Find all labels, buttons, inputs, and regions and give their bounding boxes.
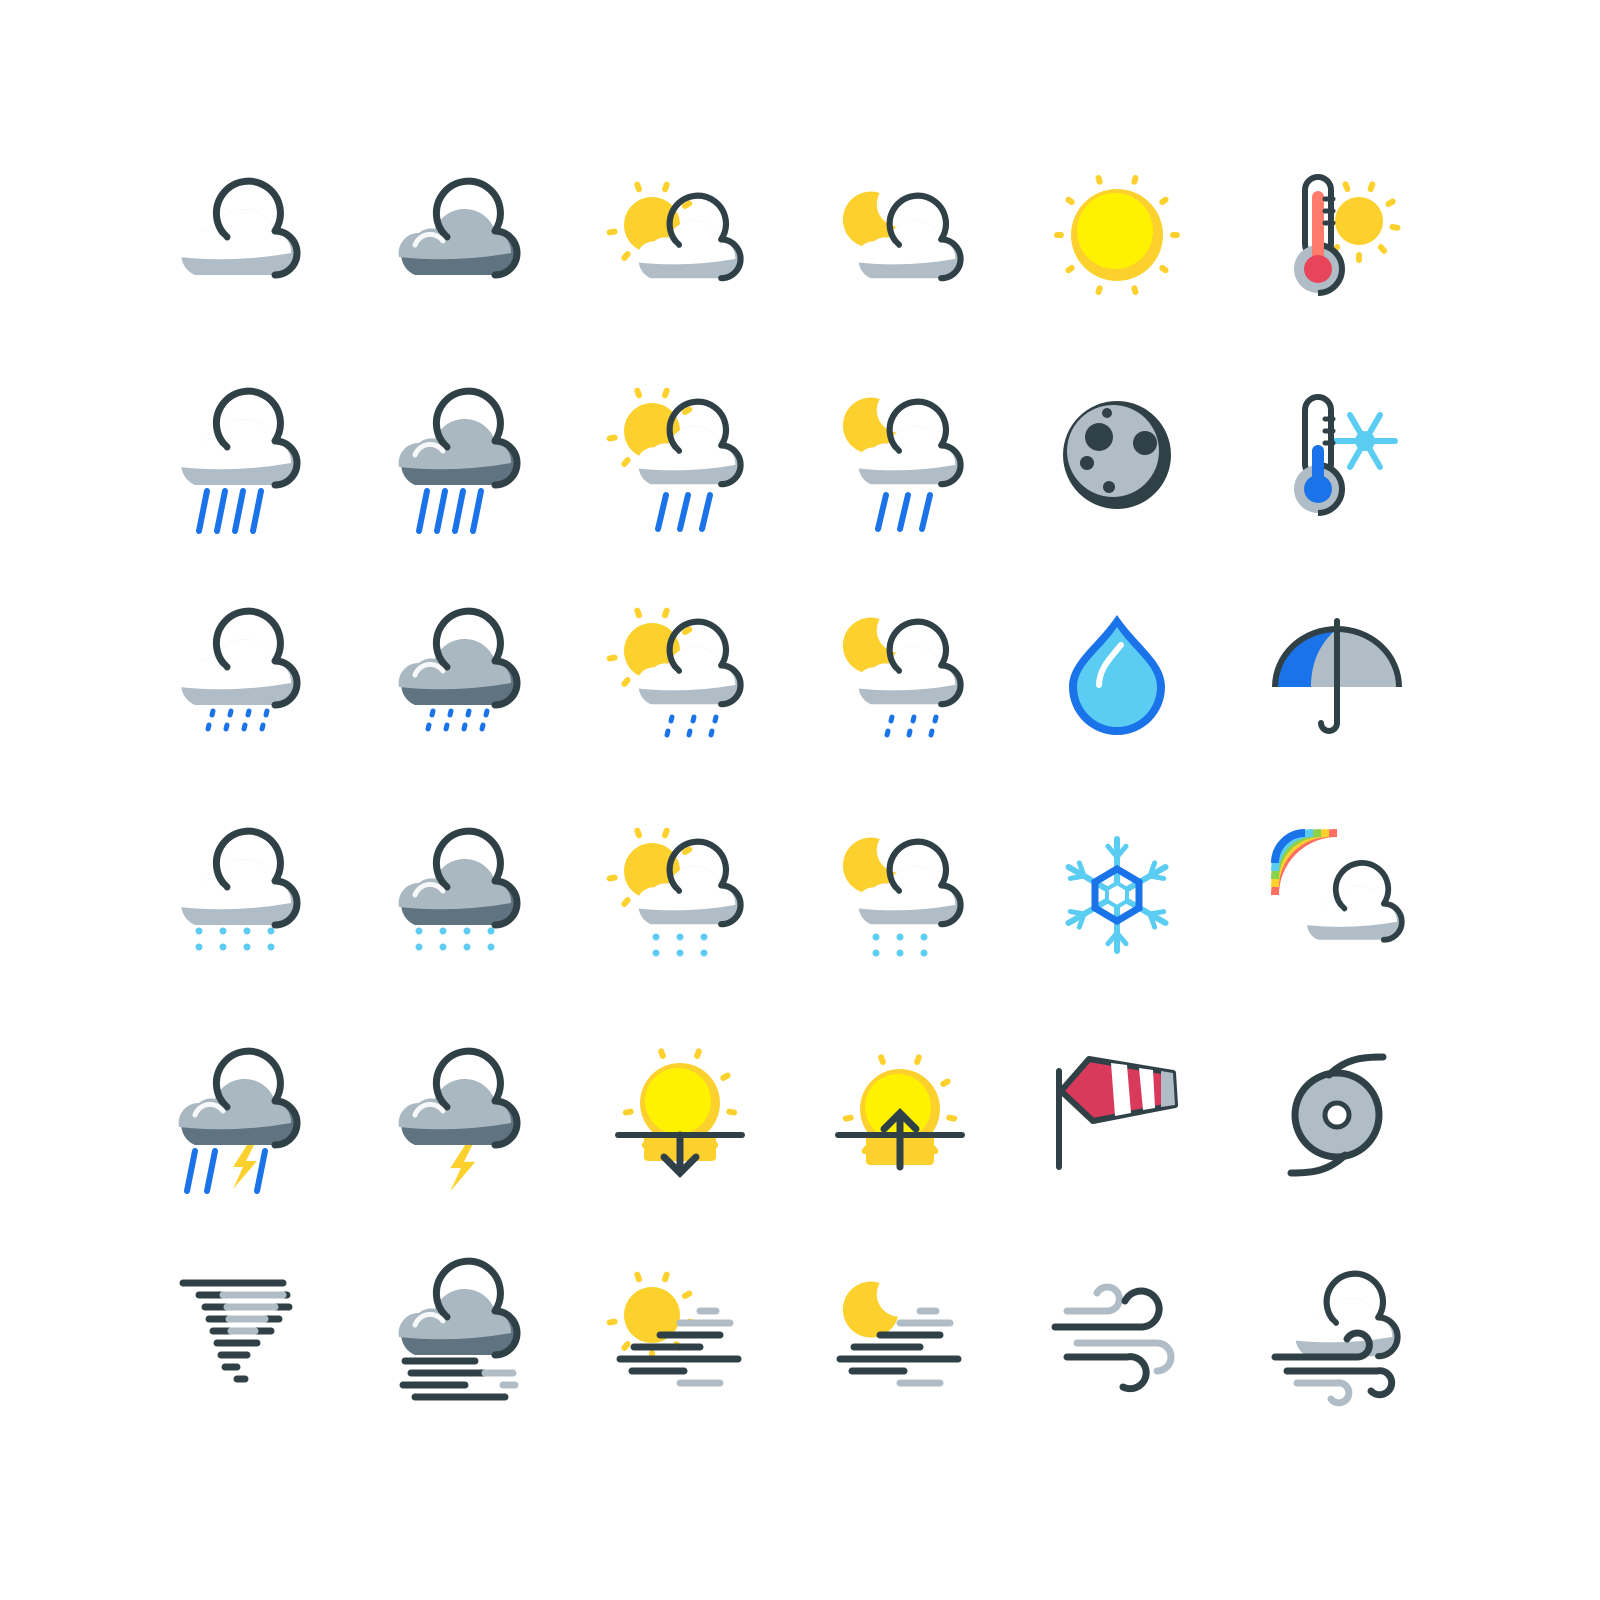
umbrella-icon <box>1272 618 1402 734</box>
snow-day-icon <box>606 827 744 957</box>
fog-night-icon <box>836 1281 962 1387</box>
fog-day-icon <box>606 1271 742 1387</box>
cloudy-icon <box>178 177 301 279</box>
drizzle-night-icon <box>842 617 964 738</box>
thermometer-hot-icon <box>1294 174 1401 296</box>
wind-icon <box>1051 1283 1175 1393</box>
fog-icon <box>398 1257 521 1401</box>
tornado-icon <box>179 1279 293 1383</box>
windy-cloud-icon <box>1271 1270 1401 1407</box>
moon-icon <box>1063 401 1171 509</box>
windsock-icon <box>1056 1056 1178 1170</box>
heavy-rain-icon <box>398 387 521 534</box>
snowflake-icon <box>1065 836 1169 954</box>
overcast-icon <box>398 177 521 279</box>
snow-night-icon <box>842 837 964 957</box>
rain-day-icon <box>606 387 744 532</box>
heavy-drizzle-icon <box>398 607 521 732</box>
partly-cloudy-night-icon <box>842 191 964 282</box>
hurricane-icon <box>1287 1053 1387 1177</box>
thunderstorm-icon <box>398 1047 521 1192</box>
sunset-icon <box>615 1048 745 1178</box>
drizzle-icon <box>178 607 301 732</box>
rainbow-icon <box>1271 829 1405 943</box>
snow-icon <box>178 827 301 951</box>
thermometer-cold-icon <box>1294 394 1398 516</box>
heavy-snow-icon <box>398 827 521 951</box>
partly-cloudy-day-icon <box>606 181 744 282</box>
thunderstorm-rain-icon <box>178 1047 301 1194</box>
sunrise-icon <box>835 1054 965 1171</box>
sunny-icon <box>1054 174 1180 296</box>
rain-night-icon <box>842 397 964 532</box>
rain-icon <box>178 387 301 534</box>
drizzle-day-icon <box>606 607 744 738</box>
raindrop-icon <box>1069 615 1165 735</box>
